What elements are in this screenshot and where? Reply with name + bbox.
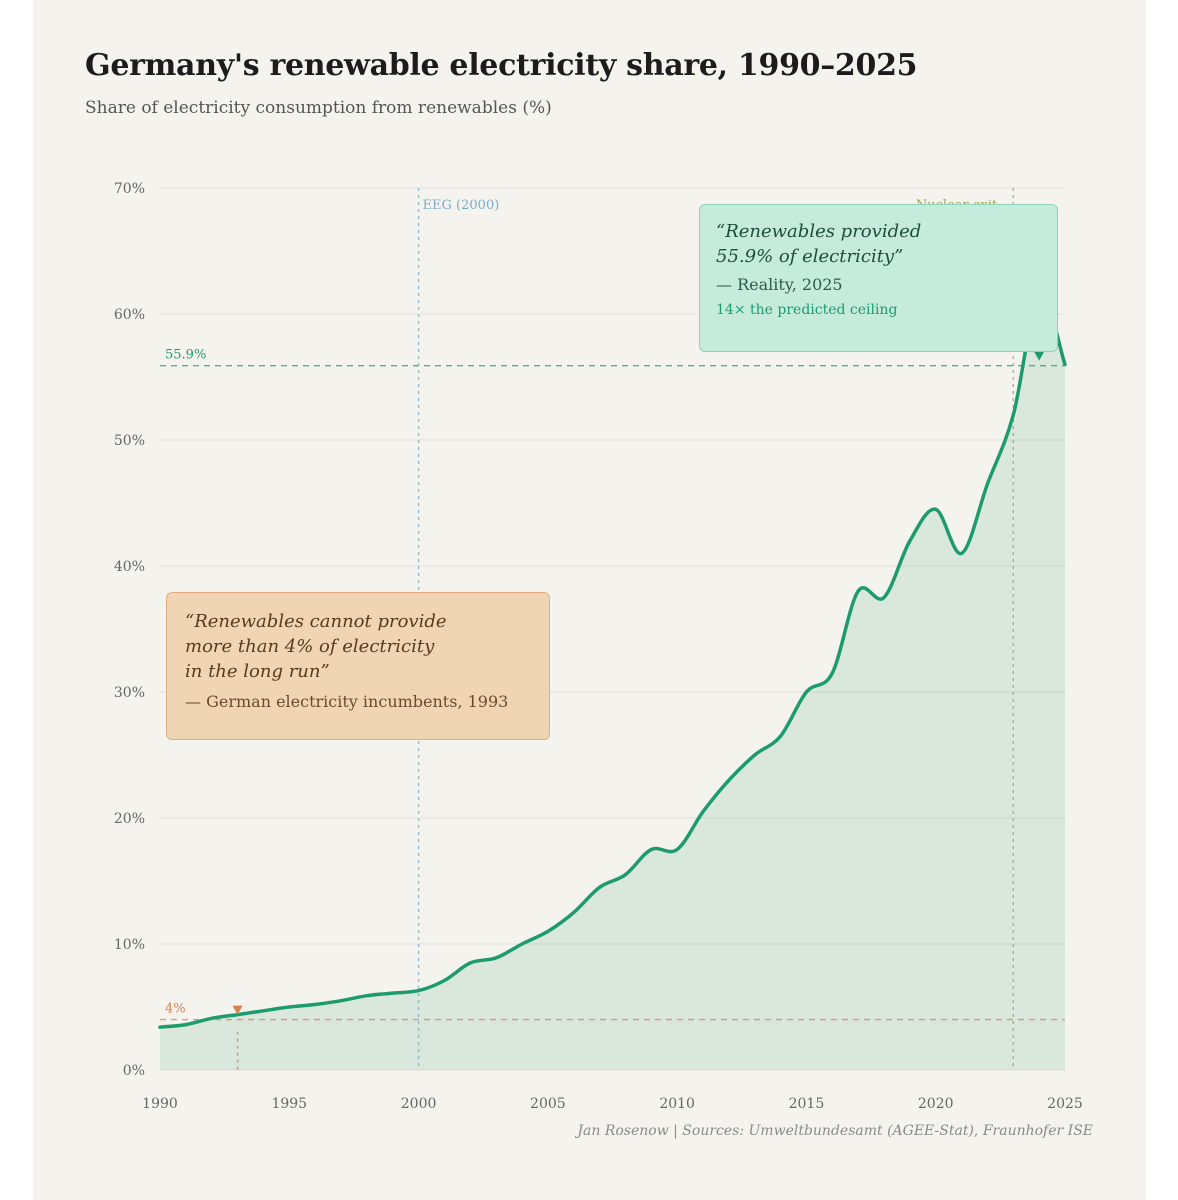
data-point: [675, 848, 679, 852]
y-tick-label: 40%: [114, 559, 145, 575]
reference-line-label: 55.9%: [165, 348, 206, 363]
incumbents-attribution: — German electricity incumbents, 1993: [185, 692, 509, 711]
data-point: [649, 848, 653, 852]
data-point: [391, 991, 395, 995]
data-point: [623, 873, 627, 877]
incumbents-quote: “Renewables cannot provide more than 4% …: [185, 609, 531, 684]
data-point: [934, 507, 938, 511]
x-tick-label: 2000: [401, 1096, 437, 1112]
incumbents-quote-line: more than 4% of electricity: [185, 636, 435, 657]
y-tick-label: 10%: [114, 937, 145, 953]
x-tick-label: 2020: [918, 1096, 954, 1112]
reality-note: 14× the predicted ceiling: [716, 302, 898, 318]
incumbents-quote-line: “Renewables cannot provide: [185, 611, 447, 632]
y-tick-label: 50%: [114, 433, 145, 449]
data-point: [339, 999, 343, 1003]
y-tick-label: 20%: [114, 811, 145, 827]
y-tick-label: 70%: [114, 181, 145, 197]
x-tick-label: 2005: [530, 1096, 566, 1112]
data-point: [287, 1005, 291, 1009]
data-point: [520, 942, 524, 946]
data-point: [727, 778, 731, 782]
data-point: [1011, 413, 1015, 417]
marker-triangle: [1034, 351, 1045, 361]
data-point: [494, 956, 498, 960]
data-point: [184, 1023, 188, 1027]
incumbents-callout: “Renewables cannot provide more than 4% …: [166, 592, 550, 740]
y-tick-label: 0%: [123, 1063, 145, 1079]
data-point: [572, 911, 576, 915]
chart-title: Germany's renewable electricity share, 1…: [85, 48, 918, 83]
data-point: [985, 482, 989, 486]
data-point: [442, 979, 446, 983]
data-point: [468, 961, 472, 965]
data-point: [598, 885, 602, 889]
data-point: [701, 810, 705, 814]
x-tick-label: 2025: [1047, 1096, 1083, 1112]
data-point: [365, 994, 369, 998]
y-tick-label: 60%: [114, 307, 145, 323]
data-point: [830, 671, 834, 675]
data-point: [753, 753, 757, 757]
data-point: [210, 1016, 214, 1020]
reality-quote: “Renewables provided 55.9% of electricit…: [716, 219, 1041, 269]
reference-line-label: 4%: [165, 1002, 186, 1017]
data-point: [908, 539, 912, 543]
x-tick-label: 2015: [789, 1096, 825, 1112]
data-point: [158, 1025, 162, 1029]
chart-subtitle: Share of electricity consumption from re…: [85, 98, 552, 118]
data-point: [804, 690, 808, 694]
incumbents-quote-line: in the long run”: [185, 661, 330, 682]
area-fill: [160, 294, 1065, 1070]
series-line: [158, 292, 1067, 1029]
x-tick-label: 1995: [271, 1096, 307, 1112]
data-point: [313, 1002, 317, 1006]
reality-quote-line: “Renewables provided: [716, 221, 922, 242]
data-point: [960, 551, 964, 555]
source-credit: Jan Rosenow | Sources: Umweltbundesamt (…: [577, 1123, 1093, 1139]
reality-callout: “Renewables provided 55.9% of electricit…: [699, 204, 1058, 352]
reality-attribution: — Reality, 2025: [716, 275, 843, 294]
reality-quote-line: 55.9% of electricity”: [716, 246, 904, 267]
marker-triangle: [232, 1005, 243, 1015]
data-point: [417, 989, 421, 993]
y-tick-label: 30%: [114, 685, 145, 701]
data-point: [856, 589, 860, 593]
x-tick-label: 2010: [659, 1096, 695, 1112]
data-point: [1063, 362, 1067, 366]
data-point: [779, 734, 783, 738]
data-point: [261, 1009, 265, 1013]
data-point: [882, 596, 886, 600]
data-point: [546, 929, 550, 933]
x-tick-label: 1990: [142, 1096, 178, 1112]
reference-line-label: EEG (2000): [423, 198, 500, 213]
